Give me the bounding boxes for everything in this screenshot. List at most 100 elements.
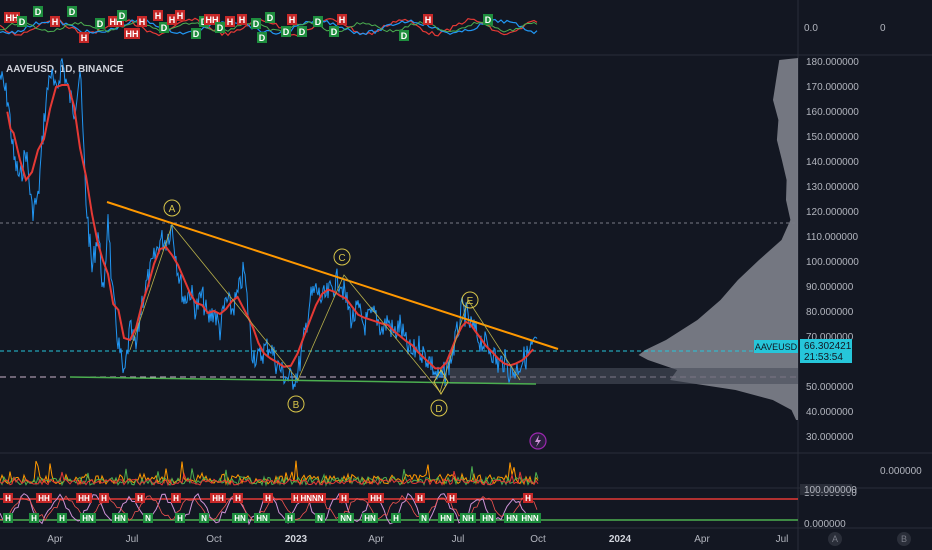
oscillator-signal-markers: H HH HH H H H HH H H H HNNN H HH H H HH H H HN HN N H N HN HN H N N… bbox=[3, 493, 541, 523]
svg-text:HH: HH bbox=[212, 494, 224, 503]
top-pane-value-right: 0 bbox=[880, 23, 886, 34]
svg-text:HN: HN bbox=[256, 514, 268, 523]
price-axis-label: 40.000000 bbox=[806, 407, 854, 418]
lightning-icon[interactable] bbox=[529, 432, 547, 450]
lower-indicator-pane-1[interactable] bbox=[0, 460, 539, 487]
time-axis-label: Oct bbox=[206, 534, 222, 545]
time-axis-label: Apr bbox=[368, 534, 384, 545]
svg-text:N: N bbox=[201, 514, 207, 523]
current-price-badge: AAVEUSD 66.302421 21:53:54 bbox=[754, 339, 852, 363]
svg-text:HH: HH bbox=[38, 494, 50, 503]
svg-text:H: H bbox=[417, 494, 423, 503]
svg-text:HNNN: HNNN bbox=[300, 494, 323, 503]
bar-countdown: 21:53:54 bbox=[804, 352, 843, 363]
svg-text:HH: HH bbox=[370, 494, 382, 503]
svg-text:HN: HN bbox=[506, 514, 518, 523]
svg-text:H: H bbox=[177, 514, 183, 523]
wave-label-b[interactable]: B bbox=[287, 395, 305, 413]
time-axis-label: Apr bbox=[47, 534, 63, 545]
svg-text:D: D bbox=[315, 17, 322, 27]
svg-text:H: H bbox=[169, 15, 176, 25]
svg-text:H: H bbox=[525, 494, 531, 503]
svg-text:D: D bbox=[97, 19, 104, 29]
wave-label-c[interactable]: C bbox=[333, 248, 351, 266]
svg-text:D: D bbox=[267, 13, 274, 23]
wave-label-d[interactable]: D bbox=[430, 399, 448, 417]
svg-text:D: D bbox=[259, 33, 266, 43]
svg-text:H: H bbox=[5, 514, 11, 523]
svg-text:D: D bbox=[331, 27, 338, 37]
price-axis-label: 80.000000 bbox=[806, 307, 854, 318]
price-axis-label: 50.000000 bbox=[806, 382, 854, 393]
top-indicator-pane[interactable]: HHDDHDHDHHDHHHHDHHDDHHDHHDDDDHDDDHDHD bbox=[0, 6, 538, 43]
svg-text:N: N bbox=[421, 514, 427, 523]
svg-text:D: D bbox=[119, 11, 126, 21]
button-b[interactable]: B bbox=[897, 532, 911, 546]
svg-text:H: H bbox=[5, 494, 11, 503]
svg-text:HN: HN bbox=[482, 514, 494, 523]
wave-label-e[interactable]: E bbox=[461, 291, 479, 309]
svg-text:E: E bbox=[467, 296, 474, 307]
svg-text:A: A bbox=[169, 204, 176, 215]
svg-text:NH: NH bbox=[462, 514, 474, 523]
svg-text:HH: HH bbox=[126, 29, 139, 39]
svg-text:HN: HN bbox=[82, 514, 94, 523]
svg-text:C: C bbox=[338, 253, 345, 264]
svg-text:H: H bbox=[339, 15, 346, 25]
svg-text:H: H bbox=[289, 15, 296, 25]
svg-text:D: D bbox=[283, 27, 290, 37]
time-axis-label: Jul bbox=[776, 534, 789, 545]
price-axis[interactable]: 180.000000 170.000000 160.000000 150.000000… bbox=[806, 57, 859, 443]
time-axis-label: Jul bbox=[126, 534, 139, 545]
lower-pane-2-value-bottom: 0.000000 bbox=[804, 519, 846, 530]
support-trendline[interactable] bbox=[69, 376, 537, 385]
svg-text:H: H bbox=[101, 494, 107, 503]
price-axis-label: 110.000000 bbox=[806, 232, 859, 243]
diamond-marker bbox=[433, 369, 449, 395]
price-axis-label: 120.000000 bbox=[806, 207, 859, 218]
svg-text:H: H bbox=[59, 514, 65, 523]
svg-text:D: D bbox=[217, 23, 224, 33]
svg-text:H: H bbox=[177, 11, 184, 21]
price-axis-label: 170.000000 bbox=[806, 82, 859, 93]
current-price-symbol: AAVEUSD bbox=[755, 342, 798, 352]
value-area-band bbox=[450, 368, 798, 384]
svg-text:HN: HN bbox=[440, 514, 452, 523]
svg-text:H: H bbox=[341, 494, 347, 503]
svg-text:HNN: HNN bbox=[521, 514, 539, 523]
resistance-trendline[interactable] bbox=[106, 201, 559, 350]
price-axis-label: 140.000000 bbox=[806, 157, 859, 168]
price-axis-label: 90.000000 bbox=[806, 282, 854, 293]
current-price-value: 66.302421 bbox=[804, 341, 852, 352]
svg-text:HH: HH bbox=[78, 494, 90, 503]
svg-text:D: D bbox=[69, 7, 76, 17]
svg-text:H: H bbox=[287, 514, 293, 523]
wave-label-a[interactable]: A bbox=[163, 199, 181, 217]
svg-text:HN: HN bbox=[234, 514, 246, 523]
svg-text:HN: HN bbox=[114, 514, 126, 523]
svg-text:N: N bbox=[317, 514, 323, 523]
svg-text:D: D bbox=[19, 17, 26, 27]
svg-text:D: D bbox=[435, 404, 442, 415]
price-axis-label: 150.000000 bbox=[806, 132, 859, 143]
svg-text:H: H bbox=[425, 15, 432, 25]
svg-text:D: D bbox=[193, 29, 200, 39]
wave-path[interactable] bbox=[129, 224, 521, 393]
svg-text:H: H bbox=[235, 494, 241, 503]
time-axis-label: Apr bbox=[694, 534, 710, 545]
svg-text:B: B bbox=[901, 534, 907, 544]
time-axis[interactable]: Apr Jul Oct 2023 Apr Jul Oct 2024 Apr Jul bbox=[47, 534, 788, 545]
symbol-title: AAVEUSD, 1D, BINANCE bbox=[6, 64, 124, 75]
svg-text:H: H bbox=[265, 494, 271, 503]
lower-indicator-pane-2[interactable]: H HH HH H H H HH H H H HNNN H HH H H HH H H HN HN N H N HN HN H N N… bbox=[0, 492, 798, 526]
time-axis-label: 2023 bbox=[285, 534, 308, 545]
svg-text:H: H bbox=[31, 514, 37, 523]
price-axis-label: 70.000000 bbox=[806, 332, 854, 343]
svg-text:D: D bbox=[35, 7, 42, 17]
button-a[interactable]: A bbox=[828, 532, 842, 546]
svg-text:H: H bbox=[293, 494, 299, 503]
svg-text:D: D bbox=[161, 23, 168, 33]
svg-text:HN: HN bbox=[364, 514, 376, 523]
svg-text:H: H bbox=[227, 17, 234, 27]
